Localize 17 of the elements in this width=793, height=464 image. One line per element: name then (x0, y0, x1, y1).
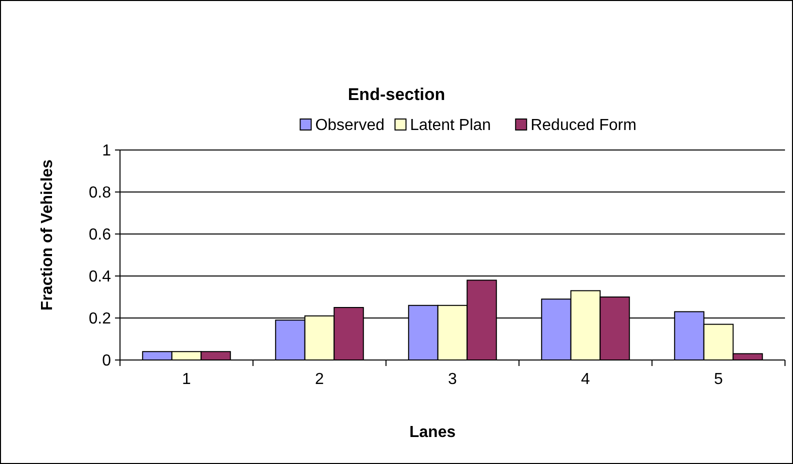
x-tick-label: 1 (182, 371, 192, 388)
legend-label: Latent Plan (410, 117, 491, 134)
y-tick-label: 0.6 (88, 226, 112, 244)
legend-label: Reduced Form (530, 117, 636, 134)
legend-label: Observed (315, 117, 385, 134)
y-tick-label: 0 (102, 352, 112, 370)
x-axis-title: Lanes (409, 424, 456, 441)
x-tick-label: 3 (448, 371, 458, 388)
y-tick-label: 1 (102, 142, 112, 160)
y-axis-title: Fraction of Vehicles (39, 159, 56, 311)
chart-title: End-section (348, 85, 446, 104)
y-tick-label: 0.4 (88, 268, 112, 286)
y-tick-label: 0.8 (88, 184, 112, 202)
y-tick-label: 0.2 (88, 310, 112, 328)
x-tick-label: 4 (581, 371, 590, 388)
x-tick-label: 5 (714, 371, 724, 388)
x-tick-label: 2 (315, 371, 324, 388)
